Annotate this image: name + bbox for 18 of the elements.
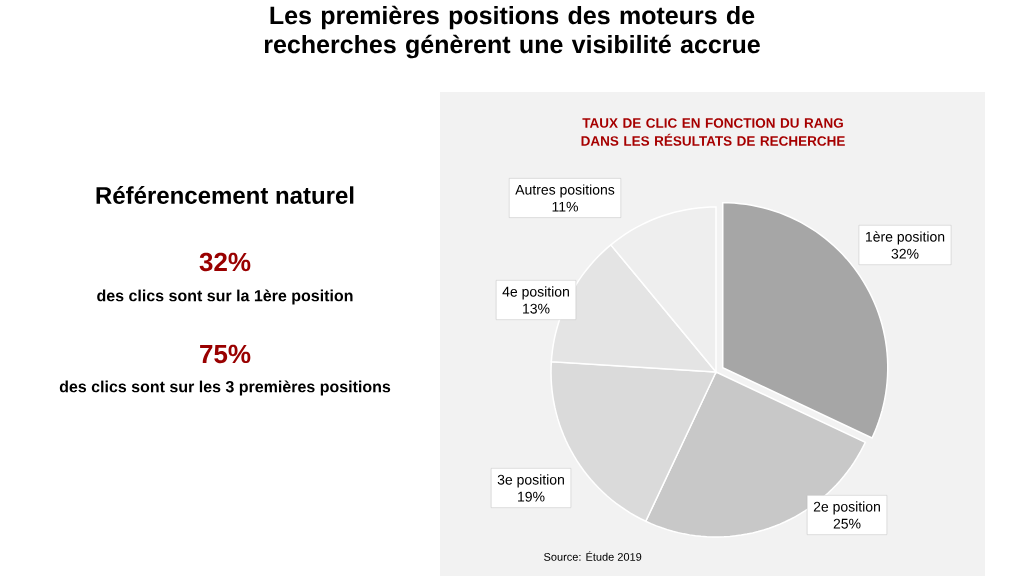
chart-subtitle: TAUX DE CLIC EN FONCTION DU RANG DANS LES RÉSULTATS DE RECHERCHE — [581, 118, 845, 146]
source-note: Source: Étude 2019 — [544, 551, 642, 561]
slice-label: 1ère position — [866, 231, 945, 245]
text: 32% — [199, 252, 251, 272]
data-label: 25% — [833, 518, 861, 529]
slice-label: Autres positions — [515, 184, 615, 198]
data-label: 19% — [518, 491, 545, 502]
data-label: 32% — [891, 248, 919, 259]
slice-label: 2e position — [813, 501, 880, 515]
data-label: 11% — [552, 201, 578, 212]
text: Référencement naturel — [96, 186, 354, 204]
text: 75% — [200, 344, 251, 364]
text: des clics sont sur les 3 premières positions — [59, 380, 391, 396]
text: des clics sont sur la 1ère position — [97, 289, 353, 305]
slice-label: 3e position — [497, 474, 564, 488]
slice-label: 4e position — [502, 286, 569, 300]
data-label: 13% — [523, 303, 550, 314]
chart-title: Les premières positions des moteurs de recherches génèrent une visibilité accrue — [264, 5, 760, 59]
